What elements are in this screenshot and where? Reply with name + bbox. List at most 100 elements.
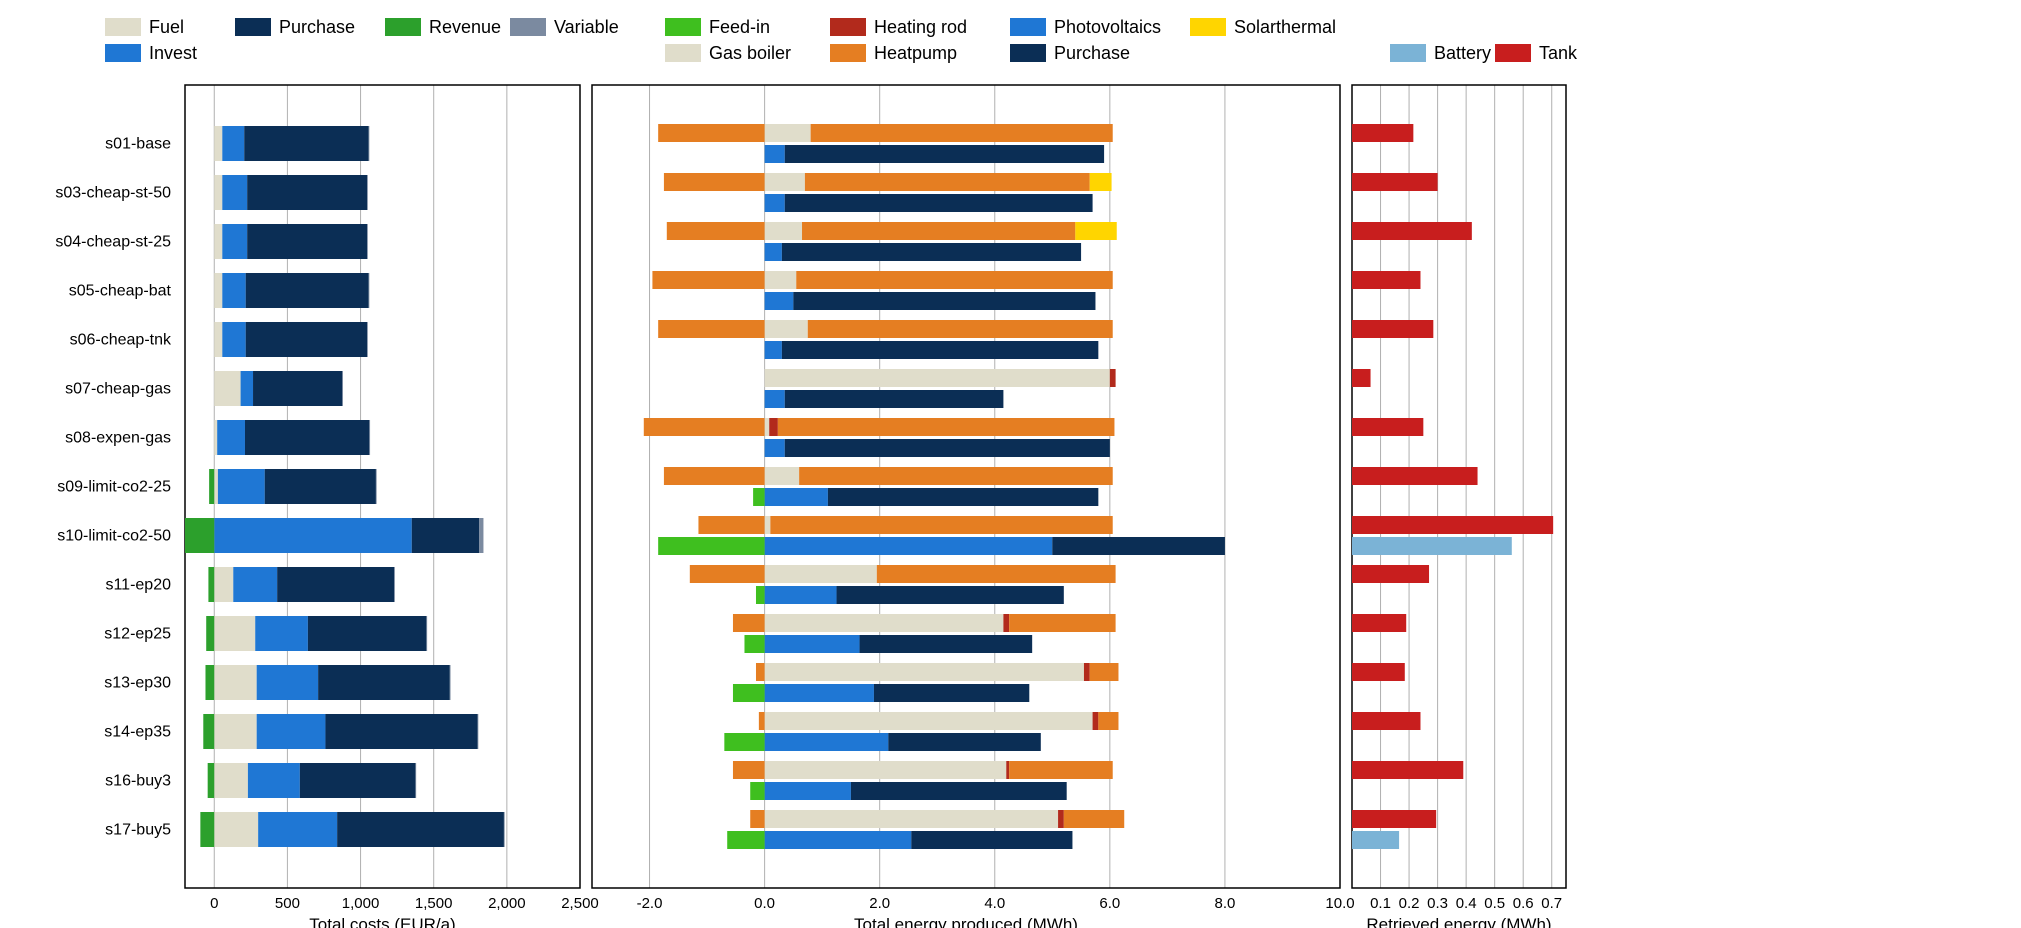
bar-fuel (214, 763, 248, 798)
bar-heatpump-neg (644, 418, 765, 436)
bar-heating-rod (1003, 614, 1009, 632)
bar-battery (1352, 831, 1399, 849)
bar-heatpump (778, 418, 1115, 436)
bar-invest (257, 665, 318, 700)
bar-revenue (185, 518, 214, 553)
bar-photovoltaics (765, 341, 782, 359)
x-tick: 6.0 (1099, 895, 1120, 912)
bar-battery (1352, 537, 1512, 555)
legend-swatch-solarthermal (1190, 18, 1226, 36)
legend: FuelPurchaseRevenueVariableFeed-inHeatin… (105, 17, 1578, 63)
category-label: s12-ep25 (104, 626, 171, 643)
bar-purchase (318, 665, 450, 700)
bar-variable (369, 273, 370, 308)
bar-purchase (300, 763, 416, 798)
bar-variable (415, 763, 416, 798)
bar-fuel (214, 420, 217, 455)
bar-photovoltaics (765, 782, 851, 800)
bar-purchase (911, 831, 1072, 849)
bar-invest (248, 763, 300, 798)
legend-label: Invest (149, 43, 197, 63)
bar-invest (222, 273, 245, 308)
bar-solarthermal (1075, 222, 1116, 240)
bar-purchase (265, 469, 376, 504)
bar-purchase (244, 126, 368, 161)
bar-heatpump (1009, 614, 1115, 632)
bar-revenue (203, 714, 214, 749)
bar-invest (255, 616, 308, 651)
legend-swatch-feed-in (665, 18, 701, 36)
bar-fuel (214, 273, 222, 308)
legend-swatch-revenue (385, 18, 421, 36)
bar-heatpump (1009, 761, 1113, 779)
category-label: s06-cheap-tnk (70, 332, 172, 349)
bar-purchase (245, 420, 369, 455)
panel-p3: 0.10.20.30.40.50.60.7Retrieved energy (M… (1352, 85, 1566, 928)
bar-purchase (793, 292, 1095, 310)
bar-heatpump-neg (658, 124, 764, 142)
bar-heating-rod (1084, 663, 1090, 681)
bar-tank (1352, 663, 1405, 681)
legend-swatch-heatpump (830, 44, 866, 62)
legend-label: Feed-in (709, 17, 770, 37)
bar-gas-boiler (765, 467, 800, 485)
bar-photovoltaics (765, 733, 889, 751)
legend-swatch-battery (1390, 44, 1426, 62)
bar-heatpump-neg (652, 271, 764, 289)
category-label: s13-ep30 (104, 675, 171, 692)
panel-p2: -2.00.02.04.06.08.010.0Total energy prod… (592, 85, 1355, 928)
category-label: s09-limit-co2-25 (57, 479, 171, 496)
bar-photovoltaics (765, 243, 782, 261)
bar-feed-in (727, 831, 764, 849)
bar-feed-in (733, 684, 765, 702)
bar-gas-boiler (765, 173, 805, 191)
legend-label: Fuel (149, 17, 184, 37)
bar-heatpump (770, 516, 1112, 534)
panel-p1: 05001,0001,5002,0002,500Total costs (EUR… (185, 85, 599, 928)
bar-revenue (209, 469, 214, 504)
bar-variable (369, 420, 370, 455)
bar-photovoltaics (765, 488, 828, 506)
bar-fuel (214, 126, 222, 161)
bar-heatpump (808, 320, 1113, 338)
bar-heating-rod (1058, 810, 1064, 828)
x-tick: 1,500 (415, 895, 453, 912)
x-tick: 0.6 (1513, 895, 1534, 912)
bar-photovoltaics (765, 586, 837, 604)
x-tick: 0.5 (1484, 895, 1505, 912)
bar-heatpump (811, 124, 1113, 142)
bar-invest (218, 469, 265, 504)
bar-tank (1352, 271, 1420, 289)
legend-label: Solarthermal (1234, 17, 1336, 37)
bar-heatpump-neg (664, 173, 765, 191)
category-label: s08-expen-gas (65, 430, 171, 447)
x-tick: 10.0 (1325, 895, 1354, 912)
x-tick: 0.2 (1399, 895, 1420, 912)
bar-feed-in (753, 488, 765, 506)
bar-variable (367, 175, 368, 210)
bar-purchase (277, 567, 394, 602)
bar-tank (1352, 516, 1553, 534)
category-label: s16-buy3 (105, 773, 171, 790)
legend-swatch-fuel (105, 18, 141, 36)
bar-purchase (247, 175, 367, 210)
bar-heating-rod (769, 418, 778, 436)
bar-heating-rod (1110, 369, 1116, 387)
bar-revenue (208, 763, 215, 798)
bar-photovoltaics (765, 390, 785, 408)
bar-invest (222, 175, 247, 210)
bar-solarthermal (1090, 173, 1112, 191)
bar-variable (504, 812, 505, 847)
bar-purchase (253, 371, 342, 406)
bar-gas-boiler (765, 810, 1058, 828)
bar-feed-in (744, 635, 764, 653)
bar-purchase (782, 243, 1081, 261)
bar-tank (1352, 467, 1478, 485)
bar-heating-rod (1006, 761, 1009, 779)
bar-photovoltaics (765, 831, 912, 849)
bar-invest (222, 126, 244, 161)
bar-purchase (337, 812, 504, 847)
bar-purchase (246, 322, 367, 357)
bar-purchase (860, 635, 1033, 653)
bar-tank (1352, 222, 1472, 240)
